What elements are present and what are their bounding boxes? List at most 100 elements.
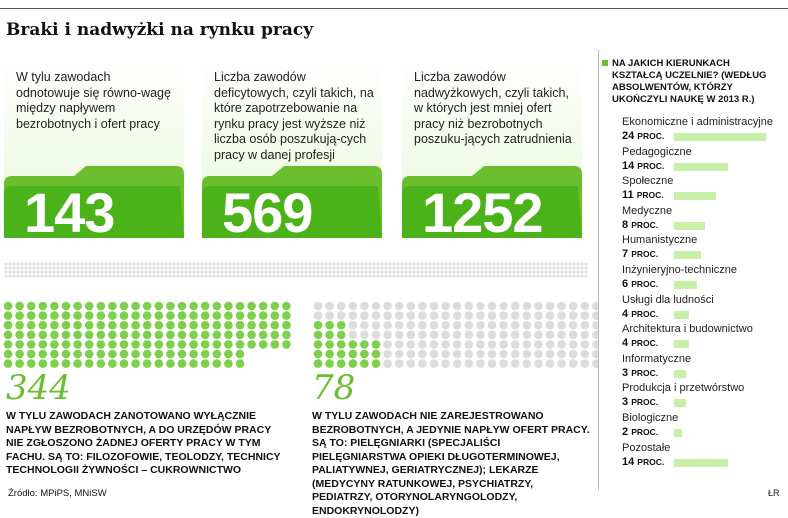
green-dot (247, 311, 256, 320)
gray-dot (224, 262, 228, 266)
gray-dot (128, 266, 132, 270)
gray-dot (368, 270, 372, 274)
gray-dot (384, 270, 388, 274)
green-dot (154, 330, 164, 340)
gray-dot (440, 274, 444, 278)
gray-dot (200, 270, 204, 274)
gray-dot (418, 359, 427, 368)
gray-dot (220, 274, 224, 278)
gray-dot (340, 274, 344, 278)
green-dot (73, 311, 82, 320)
gray-dot (384, 266, 388, 270)
green-dot (224, 330, 233, 340)
gray-dot (468, 266, 472, 270)
green-dot (235, 301, 245, 311)
gray-dot (108, 262, 112, 266)
green-dot (348, 340, 358, 349)
top-rule (0, 8, 788, 9)
green-dot (166, 301, 175, 311)
gray-dot (8, 270, 12, 274)
green-dot (3, 301, 13, 311)
green-dot (15, 349, 24, 359)
gray-dot (124, 266, 128, 270)
green-dot (336, 320, 346, 330)
green-dot (26, 340, 36, 349)
gray-dot (344, 274, 348, 278)
gray-dot (371, 330, 381, 340)
gray-dot (568, 320, 578, 330)
gray-dot (568, 340, 578, 349)
gray-dot (344, 266, 348, 270)
gray-dot (24, 274, 28, 278)
gray-dot (180, 270, 184, 274)
gray-dot (468, 270, 472, 274)
stat-description-344: W TYLU ZAWODACH ZANOTOWANO WYŁĄCZNIE NAP… (6, 410, 281, 476)
gray-dot (557, 320, 566, 330)
gray-dot (192, 274, 196, 278)
gray-dot (4, 266, 8, 270)
bar-value-label: 3 PROC. (622, 366, 659, 379)
gray-dot (64, 262, 68, 266)
green-dot (166, 330, 175, 340)
gray-dot (472, 262, 476, 266)
gray-dot (564, 266, 568, 270)
gray-dot (88, 274, 92, 278)
gray-dot (372, 274, 376, 278)
green-dot (73, 359, 82, 368)
gray-dot (360, 270, 364, 274)
gray-dot (8, 262, 12, 266)
green-dot (189, 340, 198, 349)
gray-dot (372, 262, 376, 266)
green-dot (270, 320, 280, 330)
green-dot (15, 320, 24, 330)
gray-dot (140, 274, 144, 278)
gray-dot (176, 262, 180, 266)
gray-dot (408, 262, 412, 266)
green-dot (73, 330, 82, 340)
gray-dot (224, 270, 228, 274)
gray-dot (348, 330, 358, 340)
gray-dot (344, 262, 348, 266)
gray-dot (536, 266, 540, 270)
gray-dot (112, 266, 116, 270)
gray-dot (236, 274, 240, 278)
gray-dot (72, 274, 76, 278)
green-dot (50, 340, 59, 349)
bar-category-label: Architektura i budownictwo (622, 323, 753, 336)
gray-dot (280, 262, 284, 266)
gray-dot (456, 262, 460, 266)
gray-dot (406, 359, 416, 368)
gray-dot (64, 266, 68, 270)
gray-dot (444, 262, 448, 266)
gray-dot (320, 262, 324, 266)
gray-dot (428, 262, 432, 266)
green-dot (258, 330, 268, 340)
gray-dot (324, 274, 328, 278)
gray-dot (36, 262, 40, 266)
green-dot (61, 311, 71, 320)
gray-dot (557, 311, 566, 320)
gray-dot (340, 270, 344, 274)
green-dot (224, 349, 233, 359)
green-dot (96, 349, 106, 359)
gray-dot (348, 274, 352, 278)
green-dot (325, 340, 334, 349)
gray-dot (464, 330, 474, 340)
stat-number-344: 344 (6, 368, 71, 408)
gray-dot (313, 301, 323, 311)
gray-dot (188, 266, 192, 270)
gray-dot (164, 274, 168, 278)
green-dot (61, 330, 71, 340)
gray-dot (88, 270, 92, 274)
green-dot (61, 349, 71, 359)
gray-dot (156, 274, 160, 278)
gray-dot (476, 262, 480, 266)
bar-category-label: Ekonomiczne i administracyjne (622, 116, 774, 128)
card-balance: W tylu zawodach odnotowuje się równo-wag… (4, 58, 184, 244)
green-dot (189, 330, 198, 340)
gray-dot (416, 270, 420, 274)
gray-dot (532, 266, 536, 270)
green-dot (313, 359, 323, 368)
gray-dot (452, 274, 456, 278)
green-dot (108, 330, 117, 340)
